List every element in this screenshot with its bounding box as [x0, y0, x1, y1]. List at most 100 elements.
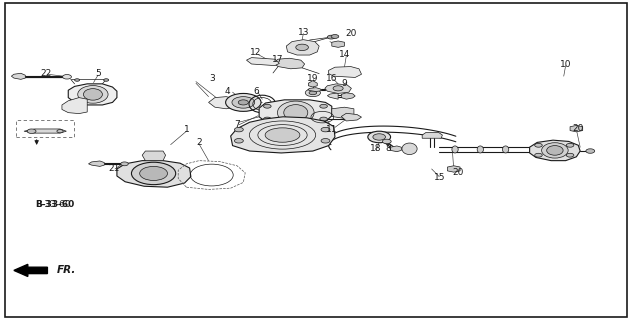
Text: 22: 22	[40, 69, 51, 78]
Polygon shape	[447, 166, 460, 172]
Text: 11: 11	[326, 125, 337, 134]
Circle shape	[140, 166, 167, 180]
Text: 15: 15	[434, 173, 445, 182]
Circle shape	[327, 35, 335, 39]
Text: B-33-60: B-33-60	[35, 200, 70, 209]
Bar	[16, 120, 74, 137]
Text: 8: 8	[386, 144, 392, 153]
Text: 13: 13	[298, 28, 309, 36]
Ellipse shape	[265, 128, 300, 142]
Polygon shape	[273, 58, 305, 69]
Text: 12: 12	[250, 48, 262, 57]
Text: 6: 6	[253, 87, 259, 96]
Text: 2: 2	[197, 138, 202, 147]
Polygon shape	[332, 41, 344, 47]
Circle shape	[566, 143, 574, 147]
Circle shape	[121, 162, 128, 166]
Polygon shape	[142, 151, 166, 161]
Circle shape	[264, 104, 271, 108]
Polygon shape	[530, 140, 580, 161]
Ellipse shape	[452, 146, 458, 153]
Polygon shape	[327, 93, 338, 99]
Text: 5: 5	[95, 69, 101, 78]
Circle shape	[535, 153, 542, 157]
Polygon shape	[570, 125, 583, 132]
Ellipse shape	[284, 105, 308, 121]
Polygon shape	[391, 146, 401, 152]
Text: 19: 19	[307, 74, 319, 83]
Text: B-33-60: B-33-60	[35, 200, 74, 209]
Ellipse shape	[277, 101, 314, 124]
Polygon shape	[329, 67, 362, 77]
Polygon shape	[341, 93, 355, 99]
Circle shape	[305, 89, 320, 97]
Polygon shape	[286, 40, 319, 55]
Circle shape	[586, 149, 595, 153]
Polygon shape	[68, 84, 117, 105]
Polygon shape	[11, 73, 25, 79]
Text: 4: 4	[225, 87, 230, 96]
Circle shape	[104, 79, 109, 81]
Polygon shape	[325, 84, 351, 93]
Text: 1: 1	[183, 125, 190, 134]
Polygon shape	[332, 107, 354, 118]
Circle shape	[131, 162, 176, 185]
Circle shape	[368, 131, 391, 143]
Polygon shape	[24, 129, 66, 133]
Circle shape	[27, 129, 36, 133]
Circle shape	[63, 75, 71, 79]
Text: 3: 3	[209, 74, 215, 83]
Circle shape	[321, 139, 330, 143]
Circle shape	[382, 139, 391, 144]
Circle shape	[373, 134, 386, 140]
Polygon shape	[422, 132, 442, 138]
Polygon shape	[246, 58, 279, 66]
Polygon shape	[62, 98, 87, 114]
Text: 10: 10	[560, 60, 571, 68]
Circle shape	[234, 139, 243, 143]
Polygon shape	[308, 88, 320, 92]
Circle shape	[232, 97, 255, 108]
Text: 16: 16	[326, 74, 337, 83]
Ellipse shape	[547, 146, 563, 155]
Text: 18: 18	[370, 144, 382, 153]
Polygon shape	[259, 100, 332, 125]
Text: FR.: FR.	[57, 265, 76, 276]
Circle shape	[320, 117, 327, 121]
Text: 17: 17	[272, 55, 284, 64]
Ellipse shape	[477, 146, 483, 153]
Circle shape	[333, 86, 343, 91]
Text: 9: 9	[341, 79, 348, 88]
Ellipse shape	[78, 86, 108, 103]
Circle shape	[320, 104, 327, 108]
Ellipse shape	[502, 146, 509, 153]
Text: 20: 20	[345, 29, 356, 38]
Polygon shape	[209, 97, 237, 109]
Circle shape	[234, 127, 243, 132]
Circle shape	[226, 93, 261, 111]
Text: 21: 21	[108, 164, 119, 172]
Polygon shape	[308, 81, 317, 87]
Text: 20: 20	[573, 124, 584, 132]
Polygon shape	[117, 161, 191, 187]
FancyArrow shape	[14, 264, 47, 276]
Circle shape	[535, 143, 542, 147]
Text: 7: 7	[234, 120, 240, 129]
Circle shape	[296, 44, 308, 51]
Text: 14: 14	[339, 50, 350, 59]
Circle shape	[331, 35, 339, 38]
Polygon shape	[341, 113, 362, 121]
Circle shape	[321, 127, 330, 132]
Circle shape	[566, 153, 574, 157]
Ellipse shape	[83, 89, 102, 100]
Circle shape	[57, 130, 63, 133]
Polygon shape	[88, 161, 104, 166]
Circle shape	[309, 91, 317, 95]
Circle shape	[238, 100, 248, 105]
Circle shape	[264, 117, 271, 121]
Ellipse shape	[542, 143, 568, 158]
Circle shape	[75, 79, 80, 81]
Ellipse shape	[402, 143, 417, 155]
Polygon shape	[231, 117, 335, 153]
Text: 20: 20	[453, 168, 464, 177]
